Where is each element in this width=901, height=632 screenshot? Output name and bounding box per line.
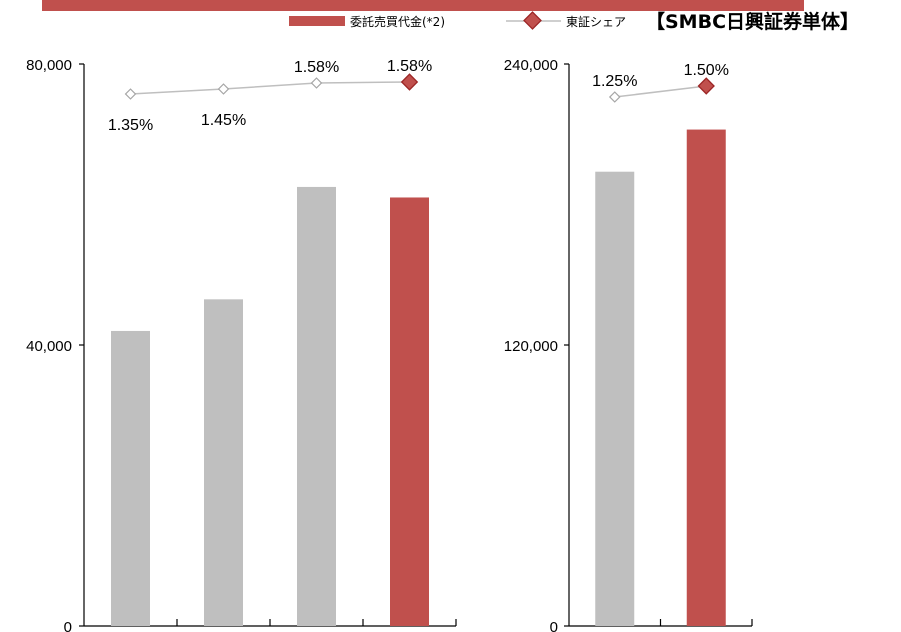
share-label: 1.35%: [108, 117, 153, 134]
share-line: [130, 81, 410, 95]
chart-panel-2: 0 120,000 240,000 1.25% 1.50%: [504, 57, 753, 632]
bar: [595, 171, 635, 626]
share-marker: [608, 91, 621, 103]
bar: [297, 186, 336, 626]
share-label: 1.58%: [294, 59, 339, 76]
top-accent-bar: [42, 0, 804, 11]
share-label: 1.50%: [684, 62, 729, 79]
share-marker: [697, 77, 715, 95]
y-tick-label: 120,000: [504, 338, 558, 355]
chart-panels: 0 40,000 80,000 1.35% 1.45% 1.58% 1.58% 0 120,00…: [26, 57, 753, 632]
share-label: 1.45%: [201, 112, 246, 129]
bar: [111, 330, 150, 626]
bar: [390, 197, 429, 626]
legend-line-label: 東証シェア: [566, 15, 626, 29]
y-tick-label: 80,000: [26, 57, 72, 74]
legend-diamond-icon: [523, 11, 542, 30]
share-marker: [400, 73, 419, 91]
y-tick-label: 0: [64, 619, 72, 632]
bar: [204, 299, 243, 626]
y-tick-label: 40,000: [26, 338, 72, 355]
chart-panel-1: 0 40,000 80,000 1.35% 1.45% 1.58% 1.58%: [26, 57, 457, 632]
share-line: [614, 85, 707, 98]
legend-bar-swatch: [289, 16, 345, 26]
legend: 委託売買代金(*2) 東証シェア: [289, 11, 626, 30]
share-label: 1.58%: [387, 58, 432, 75]
legend-bar-label: 委託売買代金(*2): [350, 14, 445, 29]
bar: [686, 129, 726, 627]
chart-title: 【SMBC日興証券単体】: [646, 10, 859, 33]
share-label: 1.25%: [592, 73, 637, 90]
y-tick-label: 0: [550, 619, 558, 632]
share-marker: [310, 77, 323, 89]
share-marker: [217, 83, 230, 95]
share-marker: [124, 88, 137, 100]
y-tick-label: 240,000: [504, 57, 558, 74]
